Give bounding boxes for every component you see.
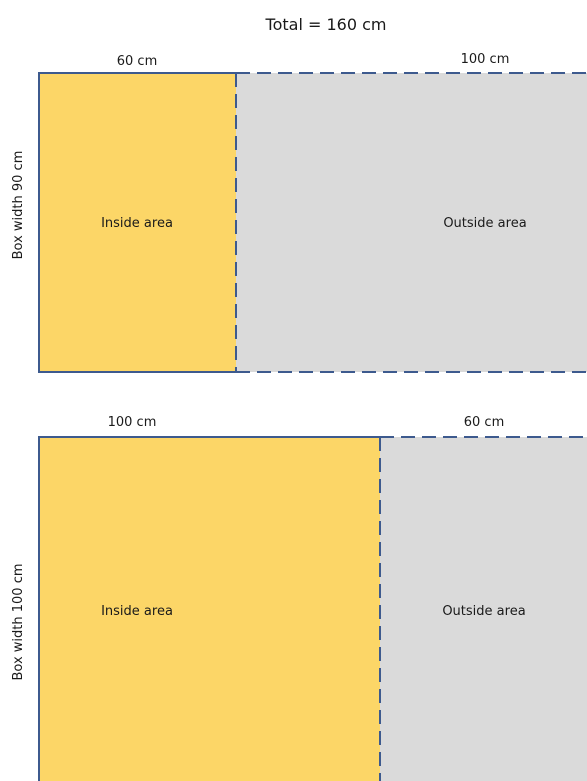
inside-area-rect bbox=[39, 437, 380, 781]
inside-area-border bbox=[38, 436, 380, 781]
inside-area-rect bbox=[39, 73, 236, 372]
panel-box-width-90: 60 cm 100 cm Inside area Outside area Bo… bbox=[11, 52, 587, 373]
inside-area-border bbox=[38, 72, 236, 373]
outside-length-label: 60 cm bbox=[464, 415, 505, 430]
panel-box-width-100: 100 cm 60 cm Inside area Outside area Bo… bbox=[11, 415, 587, 781]
box-width-label: Box width 90 cm bbox=[11, 151, 26, 260]
inside-area-label: Inside area bbox=[101, 604, 173, 619]
outside-area-rect bbox=[380, 437, 587, 781]
outside-length-label: 100 cm bbox=[461, 52, 510, 67]
box-width-label: Box width 100 cm bbox=[11, 563, 26, 680]
inside-length-label: 100 cm bbox=[108, 415, 157, 430]
outside-area-label: Outside area bbox=[442, 604, 525, 619]
outside-area-dashed-border bbox=[379, 436, 587, 781]
outside-area-dashed-border bbox=[235, 72, 587, 373]
inside-length-label: 60 cm bbox=[117, 54, 158, 69]
inside-area-label: Inside area bbox=[101, 216, 173, 231]
outside-area-rect bbox=[236, 73, 587, 372]
total-length-title: Total = 160 cm bbox=[265, 15, 387, 34]
outside-area-label: Outside area bbox=[443, 216, 526, 231]
